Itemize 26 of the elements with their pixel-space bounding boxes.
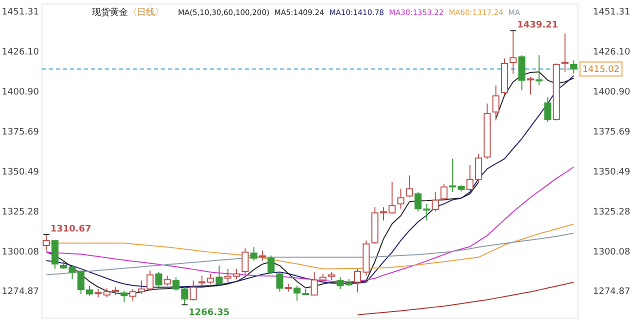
y-tick-label: 1300.08 xyxy=(2,247,40,258)
y-tick-label: 1426.10 xyxy=(2,47,40,58)
candlestick xyxy=(562,32,569,72)
ref-line-label: 1415.02 xyxy=(582,64,620,75)
y2-tick-label: 1300.08 xyxy=(593,247,630,258)
y2-tick-label: 1451.31 xyxy=(593,7,630,18)
annotation: 1310.67 xyxy=(50,224,92,234)
y-tick-label: 1325.28 xyxy=(2,207,40,218)
annotation: 1266.35 xyxy=(188,308,230,318)
candlestick xyxy=(492,84,500,121)
chart-title: 现货黄金〈日线〉 xyxy=(92,7,164,18)
y-tick-label: 1350.49 xyxy=(2,167,40,178)
annotation: 1439.21 xyxy=(517,20,558,31)
y-tick-label: 1451.31 xyxy=(2,7,39,18)
y-tick-label: 1400.90 xyxy=(2,87,40,98)
y2-tick-label: 1375.69 xyxy=(593,127,630,138)
y-tick-label: 1274.87 xyxy=(2,287,39,298)
y2-tick-label: 1426.10 xyxy=(593,47,630,58)
candlestick xyxy=(510,30,517,74)
line-series xyxy=(357,282,574,316)
y2-tick-label: 1325.28 xyxy=(593,207,630,218)
y2-tick-label: 1400.90 xyxy=(593,87,630,98)
y-tick-label: 1375.69 xyxy=(2,127,40,138)
y2-tick-label: 1350.49 xyxy=(593,167,630,178)
candlestick xyxy=(518,54,526,91)
y2-tick-label: 1274.87 xyxy=(593,287,630,298)
